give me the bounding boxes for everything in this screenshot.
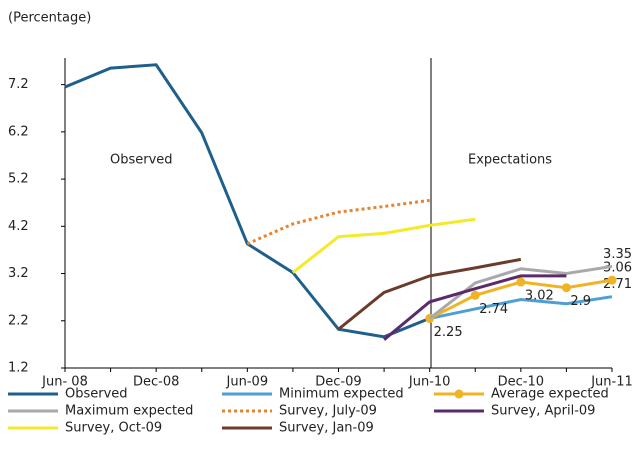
series-line [246,198,430,246]
legend-label: Average expected [491,387,609,402]
point [470,290,480,300]
x-tick-label: Jun-09 [226,375,269,390]
series-line [428,264,613,320]
legend-label: Survey, April-09 [491,404,595,419]
y-tick-label: 4.2 [8,219,29,234]
legend-label: Survey, July-09 [279,404,377,419]
point [607,275,617,285]
legend-label: Survey, Jan-09 [279,421,374,436]
x-tick-label: Dec-10 [498,375,544,390]
x-tick-label: Dec-08 [133,375,179,390]
y-tick-label: 3.2 [8,266,29,281]
legend-label: Maximum expected [65,404,193,419]
y-tick-label: 5.2 [8,172,29,187]
data-label: 2.25 [434,325,463,340]
legend-label: Minimum expected [279,387,404,402]
series-line [383,274,567,341]
x-tick-label: Jun- 08 [41,375,88,390]
x-tick-label: Jun-11 [590,375,633,390]
series-line [337,257,522,331]
annotation: Observed [110,153,173,168]
x-tick-label: Jun-10 [408,375,451,390]
data-label: 3.02 [525,289,554,304]
series-line [291,217,476,274]
series-line [64,63,431,339]
legend-label: Survey, Oct-09 [65,421,162,436]
y-tick-label: 2.2 [8,313,29,328]
y-axis-label: (Percentage) [8,11,91,26]
annotation: Expectations [468,153,552,168]
x-tick-label: Dec-09 [315,375,361,390]
data-label: 3.06 [603,261,632,276]
point [561,283,571,293]
series-line [429,295,613,320]
legend-label: Observed [65,387,128,402]
y-tick-label: 7.2 [8,77,29,92]
legend-marker [454,389,464,399]
data-label: 2.74 [479,302,508,317]
y-tick-label: 1.2 [8,361,29,376]
point [516,277,526,287]
data-label: 2.9 [570,294,591,309]
y-tick-label: 6.2 [8,124,29,139]
data-label: 3.35 [603,247,632,262]
